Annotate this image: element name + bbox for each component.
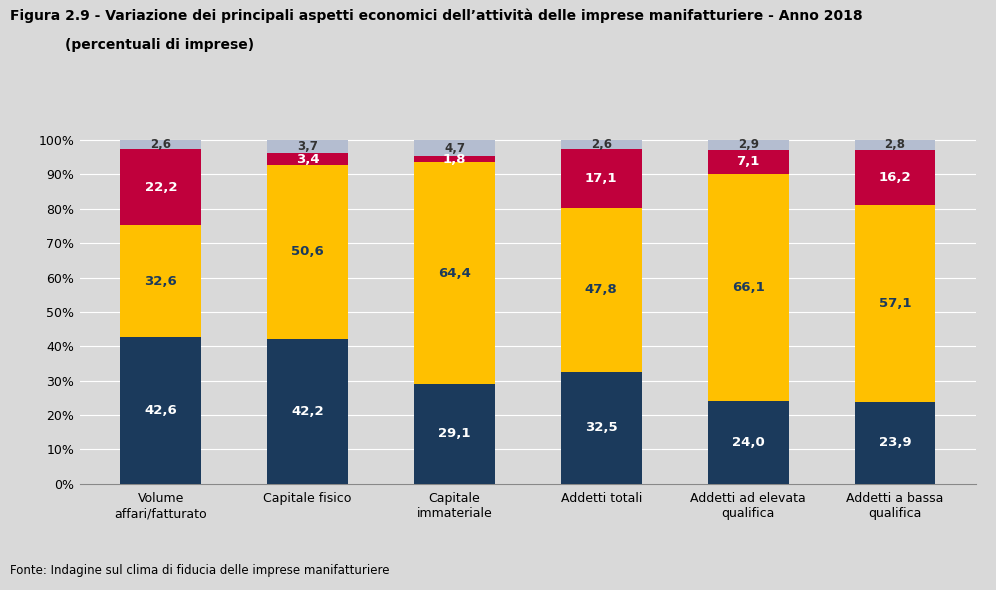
Text: 66,1: 66,1 [732, 281, 765, 294]
Text: 4,7: 4,7 [444, 142, 465, 155]
Bar [267, 165, 348, 339]
Text: 32,5: 32,5 [585, 421, 618, 434]
Bar [708, 401, 789, 484]
Bar [121, 337, 201, 484]
Bar [708, 140, 789, 150]
Text: 22,2: 22,2 [144, 181, 177, 194]
Bar [121, 149, 201, 225]
Text: 23,9: 23,9 [878, 436, 911, 449]
Text: 17,1: 17,1 [585, 172, 618, 185]
Bar [414, 156, 495, 162]
Bar [855, 402, 935, 484]
Text: 42,2: 42,2 [291, 405, 324, 418]
Bar [414, 140, 495, 156]
Bar [561, 140, 641, 149]
Bar [267, 153, 348, 165]
Text: 42,6: 42,6 [144, 404, 177, 417]
Text: 29,1: 29,1 [438, 427, 471, 440]
Text: 3,7: 3,7 [297, 140, 318, 153]
Text: 64,4: 64,4 [438, 267, 471, 280]
Bar [414, 384, 495, 484]
Bar [414, 162, 495, 384]
Text: 2,9: 2,9 [738, 138, 759, 151]
Bar [561, 149, 641, 208]
Text: 1,8: 1,8 [442, 153, 466, 166]
Text: 50,6: 50,6 [291, 245, 324, 258]
Text: Figura 2.9 - Variazione dei principali aspetti economici dell’attività delle imp: Figura 2.9 - Variazione dei principali a… [10, 9, 863, 24]
Bar [708, 150, 789, 174]
Text: 2,8: 2,8 [884, 139, 905, 152]
Text: 24,0: 24,0 [732, 436, 765, 449]
Text: (percentuali di imprese): (percentuali di imprese) [65, 38, 254, 53]
Text: 2,6: 2,6 [591, 138, 612, 151]
Text: 32,6: 32,6 [144, 275, 177, 288]
Bar [121, 140, 201, 149]
Text: 3,4: 3,4 [296, 152, 320, 166]
Bar [855, 205, 935, 402]
Text: 47,8: 47,8 [585, 283, 618, 296]
Text: 16,2: 16,2 [878, 171, 911, 184]
Bar [708, 174, 789, 401]
Text: 2,6: 2,6 [150, 138, 171, 151]
Bar [855, 150, 935, 205]
Bar [561, 208, 641, 372]
Text: Fonte: Indagine sul clima di fiducia delle imprese manifatturiere: Fonte: Indagine sul clima di fiducia del… [10, 564, 389, 577]
Bar [267, 140, 348, 153]
Bar [121, 225, 201, 337]
Bar [267, 339, 348, 484]
Text: 7,1: 7,1 [736, 155, 760, 168]
Bar [561, 372, 641, 484]
Bar [855, 140, 935, 150]
Text: 57,1: 57,1 [878, 297, 911, 310]
